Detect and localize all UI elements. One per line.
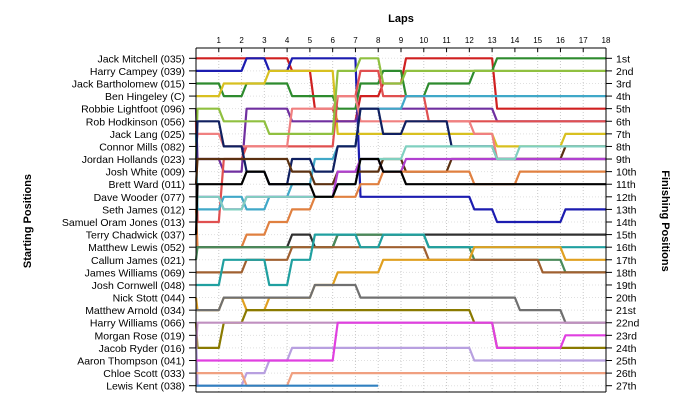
driver-position-line: [194, 157, 606, 235]
lap-tick-label: 9: [399, 36, 404, 45]
lap-tick-label: 5: [308, 36, 313, 45]
lap-tick-label: 16: [556, 36, 565, 45]
lap-tick-label: 15: [533, 36, 542, 45]
driver-name-label: Matthew Lewis (052): [88, 242, 185, 254]
finishing-position-label: 16th: [616, 242, 637, 254]
finishing-position-label: 8th: [616, 141, 631, 153]
lap-tick-label: 13: [488, 36, 497, 45]
finishing-position-label: 21st: [616, 305, 636, 317]
driver-name-label: Jack Mitchell (035): [97, 53, 185, 65]
lap-tick-label: 14: [510, 36, 519, 45]
lap-tick-label: 1: [217, 36, 222, 45]
finishing-position-label: 17th: [616, 255, 637, 267]
y-axis-title-right: Finishing Positions: [659, 170, 671, 271]
axes-layer: [189, 47, 612, 393]
lap-tick-label: 12: [465, 36, 474, 45]
driver-name-label: Morgan Rose (019): [95, 330, 185, 342]
driver-position-line: [194, 57, 606, 160]
lap-tick-label: 18: [602, 36, 611, 45]
finishing-position-label: 2nd: [616, 66, 634, 78]
driver-name-label: Ben Hingeley (C): [105, 91, 185, 103]
finishing-position-label: 7th: [616, 129, 631, 141]
driver-position-line: [196, 57, 606, 224]
finishing-position-label: 5th: [616, 104, 631, 116]
driver-name-label: Chloe Scott (033): [103, 368, 185, 380]
finishing-position-label: 1st: [616, 53, 630, 65]
lap-tick-label: 7: [353, 36, 358, 45]
finishing-position-label: 26th: [616, 368, 637, 380]
finishing-position-label: 22nd: [616, 318, 640, 330]
finishing-position-label: 14th: [616, 217, 637, 229]
driver-name-label: Aaron Thompson (041): [77, 356, 185, 368]
driver-name-label: Josh Cornwell (048): [92, 280, 185, 292]
lap-tick-label: 10: [419, 36, 428, 45]
driver-name-label: Jack Lang (025): [110, 129, 185, 141]
finishing-position-label: 6th: [616, 116, 631, 128]
driver-position-line: [196, 283, 606, 324]
driver-name-label: Callum James (021): [91, 255, 185, 267]
finishing-position-label: 11th: [616, 179, 636, 191]
driver-name-label: Jacob Ryder (016): [99, 343, 185, 355]
y-axis-title-left: Starting Positions: [22, 174, 34, 268]
driver-name-label: Jordan Hollands (023): [82, 154, 185, 166]
driver-position-line: [196, 321, 606, 362]
driver-position-line: [194, 335, 606, 387]
driver-name-label: Seth James (012): [102, 204, 185, 216]
driver-name-label: Dave Wooder (077): [94, 192, 185, 204]
driver-name-label: James Williams (069): [85, 267, 185, 279]
finishing-position-label: 19th: [616, 280, 637, 292]
driver-name-label: Harry Williams (066): [90, 318, 185, 330]
finishing-position-label: 13th: [616, 204, 637, 216]
driver-name-label: Brett Ward (011): [109, 179, 185, 191]
driver-name-label: Terry Chadwick (037): [86, 230, 185, 242]
x-axis-title: Laps: [388, 13, 414, 25]
finishing-position-label: 12th: [616, 192, 637, 204]
finishing-position-label: 3rd: [616, 78, 631, 90]
driver-position-line: [194, 94, 606, 211]
driver-name-label: Matthew Arnold (034): [85, 305, 185, 317]
lap-tick-label: 3: [262, 36, 267, 45]
driver-name-label: Nick Stott (044): [113, 293, 185, 305]
lap-tick-label: 2: [239, 36, 244, 45]
finishing-position-label: 23rd: [616, 330, 637, 342]
driver-position-line: [196, 233, 606, 249]
driver-name-label: Samuel Oram Jones (013): [62, 217, 185, 229]
driver-name-label: Lewis Kent (038): [106, 381, 185, 393]
driver-name-label: Jack Bartholomew (015): [72, 78, 185, 90]
driver-position-line: [194, 145, 606, 223]
finishing-position-label: 15th: [616, 230, 637, 242]
driver-name-label: Rob Hodkinson (056): [86, 116, 185, 128]
driver-name-label: Robbie Lightfoot (096): [81, 104, 185, 116]
series-layer: [194, 57, 606, 387]
finishing-position-label: 24th: [616, 343, 637, 355]
finishing-position-label: 4th: [616, 91, 631, 103]
finishing-position-label: 25th: [616, 356, 637, 368]
lap-tick-label: 6: [330, 36, 335, 45]
finishing-position-label: 18th: [616, 267, 637, 279]
lap-tick-label: 4: [285, 36, 290, 45]
driver-name-label: Connor Mills (082): [99, 141, 185, 153]
finishing-position-label: 27th: [616, 381, 637, 393]
finishing-position-label: 9th: [616, 154, 631, 166]
finishing-position-label: 20th: [616, 293, 637, 305]
lap-tick-label: 8: [376, 36, 381, 45]
driver-name-label: Harry Campey (039): [90, 66, 185, 78]
driver-name-label: Josh White (009): [106, 167, 185, 179]
lap-tick-label: 11: [442, 36, 451, 45]
lap-tick-label: 17: [579, 36, 588, 45]
finishing-position-label: 10th: [616, 167, 637, 179]
